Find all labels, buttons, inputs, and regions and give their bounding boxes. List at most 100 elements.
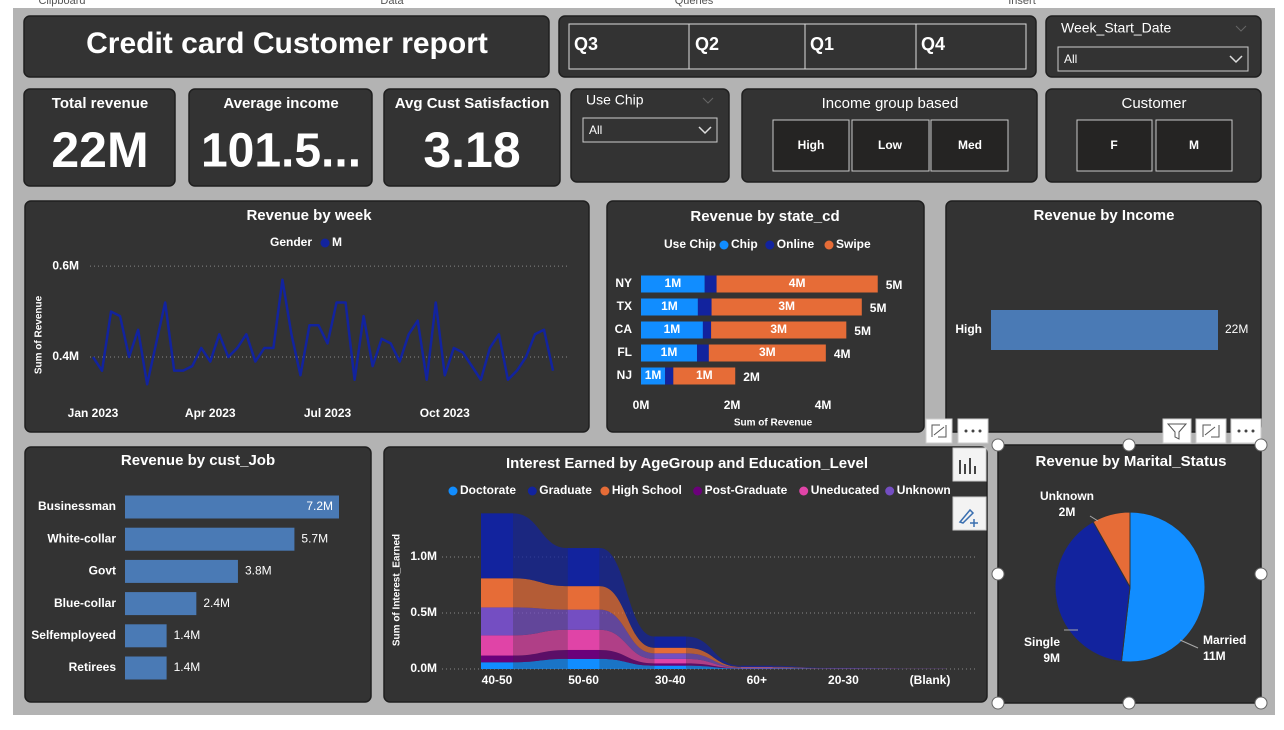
- total-label: 5M: [886, 278, 903, 292]
- slice-value: 11M: [1203, 649, 1226, 663]
- ribbon-column: [481, 635, 513, 656]
- x-tick-label: Apr 2023: [185, 406, 236, 420]
- icon: [1237, 429, 1241, 433]
- card-value: 101.5...: [201, 125, 361, 178]
- option-button[interactable]: [930, 119, 1009, 172]
- ribbon: [513, 649, 568, 663]
- slice-label: Married: [1203, 633, 1246, 647]
- bar: [125, 624, 167, 648]
- ribbon-group: Clipboard: [38, 0, 85, 7]
- chart-title: Revenue by Marital_Status: [1036, 453, 1227, 470]
- option-button[interactable]: [851, 119, 930, 172]
- chip-slicer: [570, 88, 730, 183]
- legend-marker: [320, 238, 330, 248]
- ribbon: [772, 667, 828, 669]
- data-label: 7.2M: [306, 499, 333, 513]
- bar-segment: [711, 298, 862, 316]
- leader-line: [1179, 639, 1199, 649]
- chart-tile: [606, 200, 925, 433]
- quarter-button[interactable]: Q2: [695, 34, 719, 54]
- chart-title: Revenue by cust_Job: [121, 452, 275, 469]
- icon: [978, 429, 982, 433]
- ribbon: [599, 658, 655, 669]
- handle[interactable]: [1254, 438, 1268, 452]
- y-tick-label: High: [955, 322, 982, 336]
- legend-label: Online: [777, 237, 815, 251]
- option-label: Med: [958, 138, 982, 152]
- icon: [931, 424, 947, 438]
- visual-header: [925, 418, 1262, 531]
- data-label: 3M: [759, 345, 776, 359]
- quarter-button[interactable]: Q4: [921, 34, 945, 54]
- filter-button[interactable]: [1162, 418, 1192, 444]
- legend-title: Gender: [270, 235, 312, 249]
- x-tick-label: 20-30: [828, 673, 859, 687]
- data-label: 4M: [789, 276, 806, 290]
- ribbon-column: [567, 629, 600, 650]
- build-visual-button[interactable]: [952, 447, 987, 482]
- slice-value: 9M: [1043, 651, 1060, 665]
- dropdown[interactable]: [1057, 46, 1249, 72]
- ribbon-group: Insert: [1008, 0, 1036, 7]
- total-label: 5M: [870, 301, 887, 315]
- ribbon-column: [567, 658, 600, 669]
- chevron: [702, 97, 714, 104]
- ribbon: [513, 578, 568, 610]
- y-tick-label: NY: [615, 276, 632, 290]
- x-tick-label: 30-40: [655, 673, 686, 687]
- y-tick-label: 0.0M: [410, 661, 437, 675]
- axis-title: Sum of Revenue: [34, 295, 45, 374]
- axis-title: Sum of Interest_Earned: [392, 534, 403, 646]
- card-label: Total revenue: [52, 95, 148, 112]
- legend-marker: [527, 486, 537, 496]
- y-tick-label: Blue-collar: [54, 596, 116, 610]
- legend-marker: [600, 486, 610, 496]
- handle[interactable]: [1254, 696, 1268, 710]
- dropdown[interactable]: [582, 117, 718, 143]
- handle[interactable]: [991, 696, 1005, 710]
- bar: [991, 310, 1218, 350]
- total-label: 5M: [854, 324, 871, 338]
- quarter-button[interactable]: Q3: [574, 34, 598, 54]
- quarter-box: [568, 23, 1027, 70]
- option-button[interactable]: [1076, 119, 1153, 172]
- legend-marker: [824, 240, 834, 250]
- icon: [971, 429, 975, 433]
- data-label: 1.4M: [174, 628, 201, 642]
- ribbon-column: [567, 649, 600, 659]
- chart-title: Revenue by week: [246, 207, 372, 224]
- ribbon: [599, 649, 655, 666]
- handle[interactable]: [991, 567, 1005, 581]
- legend-label: Chip: [731, 237, 758, 251]
- card-label: Avg Cust Satisfaction: [395, 95, 549, 112]
- bar: [125, 592, 197, 616]
- option-button[interactable]: [772, 119, 850, 172]
- bar-segment: [708, 344, 826, 362]
- option-label: Low: [878, 138, 903, 152]
- chart-title: Interest Earned by AgeGroup and Educatio…: [506, 455, 868, 472]
- x-tick-label: 0M: [633, 398, 650, 412]
- bar-segment: [641, 344, 697, 362]
- legend-label: Graduate: [539, 483, 592, 497]
- handle[interactable]: [1254, 567, 1268, 581]
- handle[interactable]: [991, 438, 1005, 452]
- y-tick-label: 0.5M: [410, 605, 437, 619]
- focus-button[interactable]: [1195, 418, 1227, 444]
- data-label: 1M: [664, 322, 681, 336]
- x-tick-label: 40-50: [482, 673, 513, 687]
- data-label: 1M: [661, 299, 678, 313]
- handle[interactable]: [1122, 696, 1136, 710]
- legend-label: M: [332, 235, 342, 249]
- bar-segment: [696, 344, 709, 362]
- bar-segment: [641, 321, 703, 339]
- data-label: 22M: [1225, 322, 1248, 336]
- option-label: M: [1189, 138, 1199, 152]
- format-button[interactable]: [952, 496, 987, 531]
- x-tick-label: 50-60: [568, 673, 599, 687]
- quarter-button[interactable]: Q1: [810, 34, 834, 54]
- handle[interactable]: [1122, 438, 1136, 452]
- option-button[interactable]: [1155, 119, 1233, 172]
- legend-title: Use Chip: [664, 237, 716, 251]
- chart-title: Revenue by Income: [1034, 207, 1175, 224]
- bar-segment: [641, 367, 666, 385]
